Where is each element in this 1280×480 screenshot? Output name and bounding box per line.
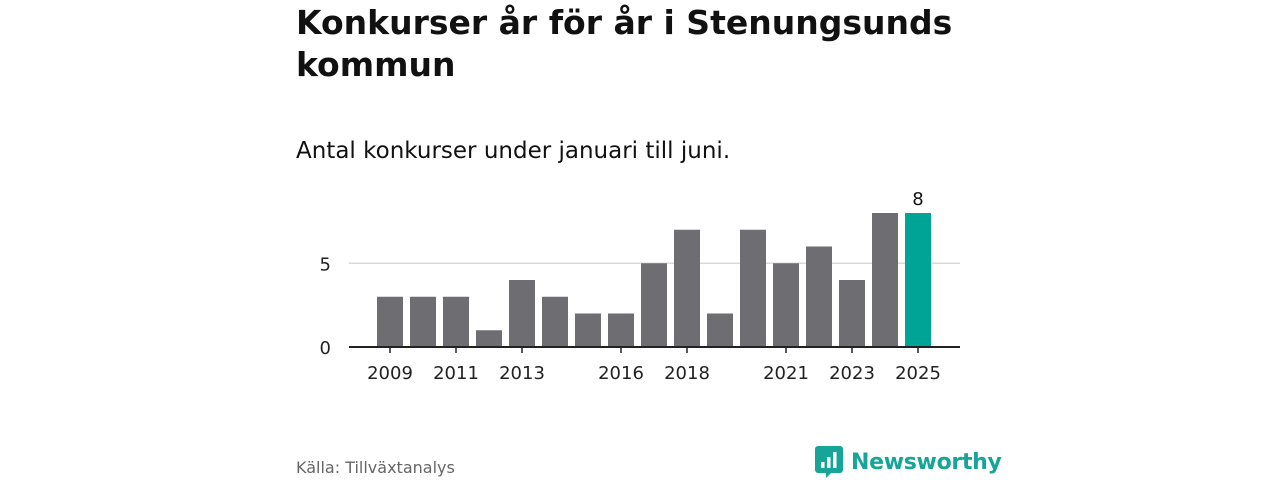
bar-2010 xyxy=(410,296,436,347)
bar-2024 xyxy=(872,213,898,347)
bar-2016 xyxy=(608,313,634,347)
source-note: Källa: Tillväxtanalys xyxy=(296,458,455,477)
bar-2012 xyxy=(476,330,502,347)
bar-2009 xyxy=(377,296,403,347)
bar-2021 xyxy=(773,263,799,347)
newsworthy-logo: Newsworthy xyxy=(815,446,1002,478)
newsworthy-logo-icon xyxy=(815,446,843,478)
chart-subtitle: Antal konkurser under januari till juni. xyxy=(296,138,731,164)
chart-title: Konkurser år för år i Stenungsunds kommu… xyxy=(296,3,953,84)
y-tick-label: 5 xyxy=(320,254,331,275)
newsworthy-brand-name: Newsworthy xyxy=(851,449,1002,475)
bar-2025 xyxy=(905,213,931,347)
bar-2013 xyxy=(509,280,535,347)
bar-2017 xyxy=(641,263,667,347)
x-tick-label: 2013 xyxy=(499,363,545,384)
x-tick-label: 2023 xyxy=(829,363,875,384)
x-tick-label: 2025 xyxy=(895,363,941,384)
bar-2022 xyxy=(806,246,832,347)
bar-2019 xyxy=(707,313,733,347)
x-tick-label: 2018 xyxy=(664,363,710,384)
bar-2018 xyxy=(674,229,700,347)
bar-2015 xyxy=(575,313,601,347)
bar-2020 xyxy=(740,229,766,347)
y-tick-label: 0 xyxy=(320,338,331,359)
x-tick-label: 2009 xyxy=(367,363,413,384)
x-tick-label: 2016 xyxy=(598,363,644,384)
bar-2011 xyxy=(443,296,469,347)
x-tick-label: 2021 xyxy=(763,363,809,384)
data-label-2025: 8 xyxy=(912,189,923,210)
bar-2014 xyxy=(542,296,568,347)
bar-2023 xyxy=(839,280,865,347)
x-tick-label: 2011 xyxy=(433,363,479,384)
